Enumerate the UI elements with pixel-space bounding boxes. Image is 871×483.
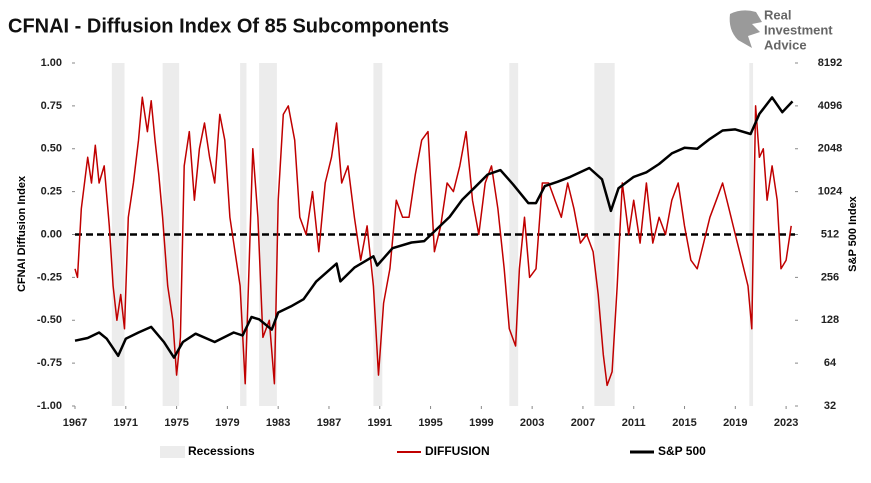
line-series <box>74 96 794 359</box>
recession-band <box>162 63 180 406</box>
legend-label: DIFFUSION <box>425 444 490 458</box>
chart-title: CFNAI - Diffusion Index Of 85 Subcompone… <box>8 15 449 37</box>
y2-tick-label: 32 <box>824 400 836 412</box>
x-tick-label: 1975 <box>164 417 188 429</box>
x-tick-label: 2015 <box>672 417 696 429</box>
x-tick-label: 2019 <box>723 417 747 429</box>
x-tick-label: 1967 <box>63 417 87 429</box>
y-tick-label: -0.25 <box>37 271 62 283</box>
legend-label: S&P 500 <box>658 444 706 458</box>
logo-text: Investment <box>764 22 833 37</box>
x-tick-label: 1983 <box>266 417 290 429</box>
line-series <box>74 96 792 387</box>
y2-tick-label: 256 <box>821 271 839 283</box>
y2-tick-label: 4096 <box>818 100 842 112</box>
x-tick-label: 2011 <box>622 417 646 429</box>
x-tick-label: 2007 <box>571 417 595 429</box>
y2-tick-label: 2048 <box>818 143 842 155</box>
recession-band <box>509 63 519 406</box>
x-tick-label: 1991 <box>368 417 392 429</box>
x-tick-label: 1979 <box>215 417 239 429</box>
x-tick-label: 2003 <box>520 417 544 429</box>
y-tick-label: 0.00 <box>41 228 62 240</box>
x-tick-label: 2023 <box>774 417 798 429</box>
x-tick-label: 1971 <box>114 417 138 429</box>
y-tick-label: 1.00 <box>41 57 62 69</box>
legend-label: Recessions <box>188 444 255 458</box>
y2-axis-title: S&P 500 Index <box>847 195 859 271</box>
legend-swatch <box>160 446 185 458</box>
y2-tick-label: 8192 <box>818 57 842 69</box>
logo-text: Advice <box>764 37 807 52</box>
x-tick-label: 1999 <box>469 417 493 429</box>
legend: Recessions DIFFUSION S&P 500 <box>160 444 706 458</box>
y2-tick-label: 512 <box>821 228 839 240</box>
y-tick-label: 0.50 <box>41 143 62 155</box>
plot-area <box>72 62 798 409</box>
logo-text: Real <box>764 7 791 22</box>
y-tick-label: -0.75 <box>37 357 62 369</box>
y-axis-title: CFNAI Diffusion Index <box>16 175 28 292</box>
y2-tick-label: 64 <box>824 357 837 369</box>
y-tick-label: -0.50 <box>37 314 62 326</box>
y-tick-label: -1.00 <box>37 400 62 412</box>
logo-icon <box>729 10 762 48</box>
logo: Real Investment Advice <box>729 7 833 52</box>
x-tick-label: 1995 <box>418 417 442 429</box>
y-tick-label: 0.25 <box>41 186 62 198</box>
y2-tick-label: 128 <box>821 314 839 326</box>
y2-tick-label: 1024 <box>818 186 843 198</box>
x-tick-label: 1987 <box>317 417 341 429</box>
y-tick-label: 0.75 <box>41 100 62 112</box>
recession-band <box>111 63 125 406</box>
